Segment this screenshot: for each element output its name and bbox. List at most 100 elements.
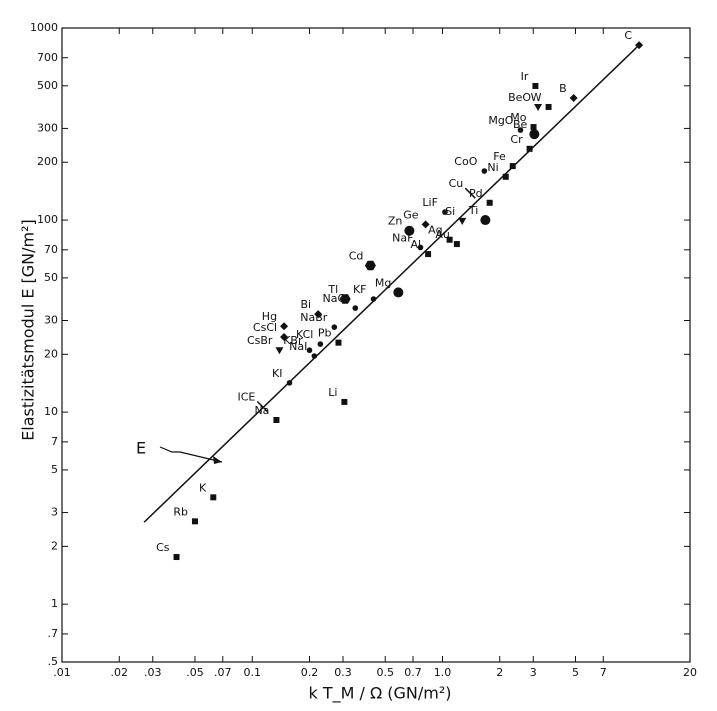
point-label: LiF: [422, 196, 438, 209]
data-point: [526, 145, 533, 152]
x-tick-label: 2: [496, 666, 503, 679]
x-tick-label: 5: [572, 666, 579, 679]
point-label: Mo: [510, 111, 526, 124]
point-label: KBr: [283, 334, 303, 347]
point-label: Ni: [487, 161, 498, 174]
data-point: [534, 103, 543, 111]
x-tick-label: 0.2: [301, 666, 319, 679]
point-label: Li: [328, 386, 337, 399]
y-tick-label: 7: [51, 435, 58, 448]
point-label: Al: [410, 238, 421, 251]
y-tick-label: 700: [37, 51, 58, 64]
annotation-arrow: [159, 446, 223, 463]
point-label: KI: [272, 367, 282, 380]
data-point: [529, 129, 540, 140]
x-tick-label: .01: [53, 666, 71, 679]
point-label: KF: [353, 283, 367, 296]
point-label: Tl: [327, 283, 338, 296]
point-label: Au: [435, 228, 450, 241]
point-label: Hg: [262, 310, 277, 323]
x-tick-label: 0.1: [243, 666, 261, 679]
y-tick-label: 3: [51, 506, 58, 519]
data-point: [545, 103, 552, 110]
point-label: Bi: [301, 298, 312, 311]
data-point: [352, 305, 359, 311]
point-label: NaBr: [300, 311, 328, 324]
fit-line: [143, 44, 640, 523]
point-label: Si: [445, 205, 455, 218]
y-tick-label: 300: [37, 121, 58, 134]
point-label: CsBr: [247, 334, 273, 347]
point-label: CsCl: [253, 321, 277, 334]
point-label: BeO: [508, 91, 531, 104]
y-tick-label: 5: [51, 463, 58, 476]
point-label: Pb: [318, 327, 332, 340]
data-point: [210, 494, 217, 501]
data-point: [486, 199, 493, 206]
point-label: K: [199, 481, 207, 494]
data-point: [530, 124, 537, 131]
x-tick-label: 0.3: [334, 666, 352, 679]
data-point: [532, 82, 539, 89]
x-tick-label: 0.7: [404, 666, 422, 679]
y-tick-label: 2: [51, 539, 58, 552]
point-label: NaCl: [323, 292, 349, 305]
data-point: [280, 322, 289, 331]
data-point: [331, 324, 338, 330]
data-point: [317, 341, 324, 347]
x-tick-label: .05: [186, 666, 204, 679]
y-tick-label: 50: [44, 271, 58, 284]
data-point: [191, 518, 198, 525]
x-tick-label: .03: [144, 666, 162, 679]
point-label: Cu: [449, 177, 464, 190]
data-point: [509, 163, 516, 170]
point-label: Pd: [469, 187, 483, 200]
data-point: [311, 353, 318, 359]
data-point: [569, 94, 578, 103]
data-point: [453, 241, 460, 248]
data-point: [481, 168, 488, 174]
point-label: Ti: [468, 204, 478, 217]
point-label: NaI: [289, 340, 307, 353]
data-point: [421, 220, 430, 229]
data-point: [256, 400, 268, 413]
line-label: E: [136, 439, 146, 458]
data-point: [635, 41, 644, 50]
y-tick-label: 1000: [30, 21, 58, 34]
plot-frame: [61, 27, 691, 663]
point-label: KCl: [296, 328, 313, 341]
data-point: [173, 554, 180, 561]
point-label: Mg: [375, 276, 391, 289]
data-point: [480, 215, 491, 226]
x-tick-label: 0.5: [376, 666, 394, 679]
y-tick-label: .5: [48, 655, 59, 668]
data-point: [286, 380, 293, 386]
point-label: Zn: [388, 215, 403, 228]
data-point: [417, 244, 424, 251]
point-label: C: [624, 29, 632, 42]
data-point: [425, 251, 432, 258]
y-tick-label: 200: [37, 155, 58, 168]
point-label: NaF: [392, 231, 413, 244]
y-axis-title: Elastizitätsmodul E [GN/m²]: [19, 219, 38, 441]
x-tick-label: 3: [530, 666, 537, 679]
point-label: Ge: [403, 208, 419, 221]
point-label: MgO: [488, 114, 513, 127]
data-point: [275, 347, 284, 355]
point-label: Na: [254, 404, 269, 417]
y-tick-label: 20: [44, 347, 58, 360]
data-point: [364, 260, 376, 271]
y-tick-label: 1: [51, 597, 58, 610]
x-tick-label: .07: [214, 666, 232, 679]
data-point: [442, 209, 448, 215]
point-label: Ag: [428, 224, 443, 237]
data-point: [306, 347, 313, 354]
arrow-head: [213, 456, 222, 464]
y-tick-label: .7: [48, 627, 59, 640]
x-tick-label: 1.0: [434, 666, 452, 679]
point-label: Cr: [510, 133, 523, 146]
data-point: [273, 416, 280, 423]
point-label: Be: [513, 118, 528, 131]
point-label: CoO: [454, 155, 477, 168]
